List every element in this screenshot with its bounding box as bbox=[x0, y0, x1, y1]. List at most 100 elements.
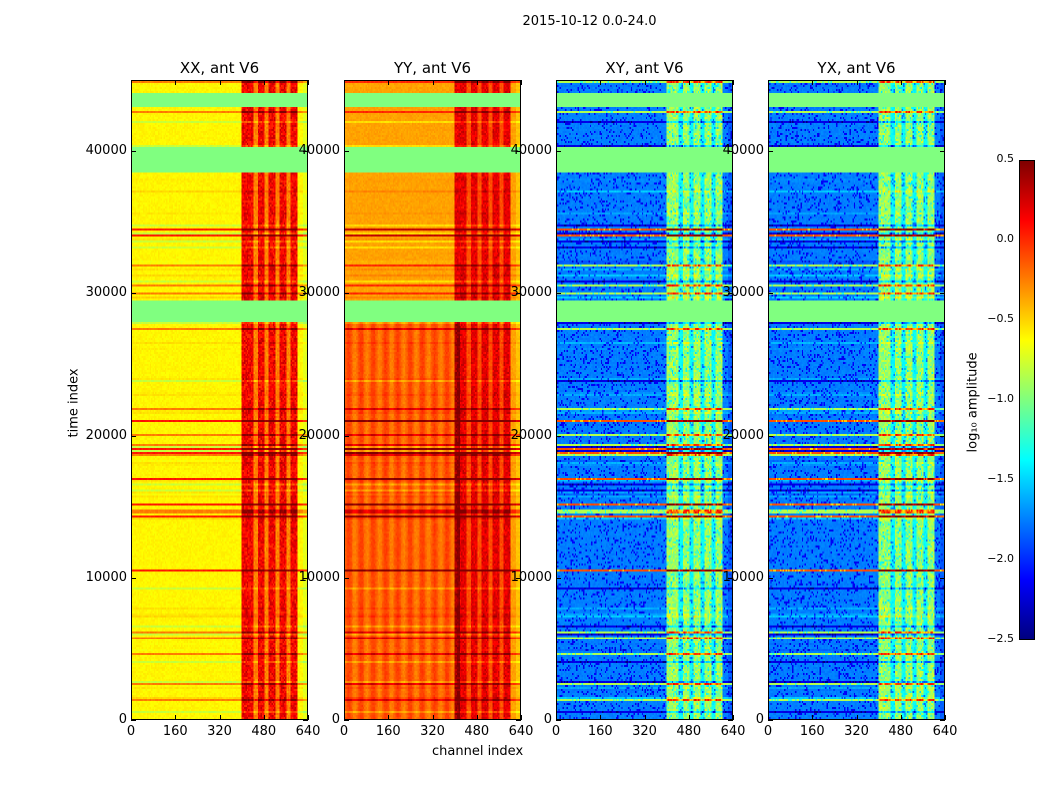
y-tick-label: 0 bbox=[331, 712, 340, 727]
colorbar-tick-label: −2.0 bbox=[987, 552, 1014, 565]
y-tick-mark bbox=[516, 435, 521, 437]
x-tick-label: 480 bbox=[676, 724, 702, 739]
x-tick-mark bbox=[688, 715, 690, 720]
y-tick-mark bbox=[556, 720, 561, 721]
y-tick-label: 40000 bbox=[298, 143, 340, 159]
x-tick-mark bbox=[600, 715, 602, 720]
x-tick-mark bbox=[432, 715, 434, 720]
x-tick-label: 480 bbox=[251, 724, 277, 739]
y-tick-mark bbox=[344, 151, 349, 153]
colorbar-tick-label: −0.5 bbox=[987, 312, 1014, 325]
x-tick-mark bbox=[856, 80, 858, 85]
figure-suptitle: 2015-10-12 0.0-24.0 bbox=[522, 14, 657, 29]
x-tick-label: 640 bbox=[508, 724, 534, 739]
colorbar-tick-label: −1.0 bbox=[987, 392, 1014, 405]
y-tick-mark bbox=[516, 577, 521, 579]
x-tick-mark bbox=[131, 715, 132, 720]
y-tick-mark bbox=[516, 720, 521, 721]
y-tick-mark bbox=[728, 577, 733, 579]
heatmap-image bbox=[557, 81, 732, 719]
colorbar-tick-label: 0.5 bbox=[996, 152, 1015, 165]
x-tick-mark bbox=[521, 715, 522, 720]
y-tick-label: 10000 bbox=[722, 569, 764, 585]
y-tick-mark bbox=[303, 577, 308, 579]
x-tick-mark bbox=[812, 715, 814, 720]
x-tick-label: 320 bbox=[632, 724, 657, 739]
y-tick-mark bbox=[556, 435, 561, 437]
x-tick-mark bbox=[644, 80, 646, 85]
x-tick-mark bbox=[344, 715, 345, 720]
heatmap-panel-2 bbox=[344, 80, 521, 720]
y-tick-mark bbox=[131, 293, 136, 295]
x-tick-mark bbox=[521, 80, 522, 85]
y-tick-mark bbox=[131, 577, 136, 579]
x-tick-label: 0 bbox=[763, 724, 773, 739]
x-tick-label: 160 bbox=[799, 724, 825, 739]
y-tick-mark bbox=[344, 435, 349, 437]
y-tick-label: 30000 bbox=[722, 285, 764, 301]
y-tick-mark bbox=[728, 435, 733, 437]
x-tick-mark bbox=[945, 715, 946, 720]
y-tick-mark bbox=[940, 435, 945, 437]
x-tick-mark bbox=[900, 80, 902, 85]
x-tick-mark bbox=[344, 80, 345, 85]
y-tick-mark bbox=[516, 151, 521, 153]
panel-title: YX, ant V6 bbox=[817, 59, 896, 77]
x-tick-mark bbox=[432, 80, 434, 85]
y-tick-label: 30000 bbox=[298, 285, 340, 301]
y-tick-label: 40000 bbox=[722, 143, 764, 159]
y-tick-label: 10000 bbox=[298, 569, 340, 585]
x-tick-label: 320 bbox=[207, 724, 232, 739]
x-tick-label: 0 bbox=[551, 724, 561, 739]
y-tick-mark bbox=[556, 151, 561, 153]
x-tick-mark bbox=[900, 715, 902, 720]
colorbar-tick-label: −1.5 bbox=[987, 472, 1014, 485]
y-tick-mark bbox=[728, 151, 733, 153]
x-tick-mark bbox=[768, 80, 769, 85]
x-tick-label: 160 bbox=[375, 724, 401, 739]
x-axis-label: channel index bbox=[432, 744, 524, 759]
x-tick-mark bbox=[556, 715, 557, 720]
y-tick-label: 0 bbox=[755, 712, 764, 727]
x-tick-mark bbox=[175, 715, 177, 720]
x-tick-mark bbox=[308, 715, 309, 720]
y-tick-mark bbox=[131, 435, 136, 437]
x-tick-mark bbox=[812, 80, 814, 85]
y-tick-mark bbox=[303, 151, 308, 153]
colorbar-tick-label: 0.0 bbox=[996, 232, 1015, 245]
y-tick-mark bbox=[556, 293, 561, 295]
y-tick-label: 0 bbox=[543, 712, 552, 727]
x-tick-label: 160 bbox=[162, 724, 188, 739]
colorbar bbox=[1019, 160, 1035, 640]
y-tick-mark bbox=[768, 720, 773, 721]
x-tick-mark bbox=[388, 80, 390, 85]
y-tick-mark bbox=[768, 151, 773, 153]
heatmap-image bbox=[132, 81, 307, 719]
x-tick-mark bbox=[733, 715, 734, 720]
x-tick-mark bbox=[175, 80, 177, 85]
x-tick-label: 0 bbox=[126, 724, 136, 739]
x-tick-mark bbox=[733, 80, 734, 85]
heatmap-image bbox=[769, 81, 944, 719]
y-tick-mark bbox=[344, 577, 349, 579]
x-tick-label: 320 bbox=[420, 724, 445, 739]
y-tick-mark bbox=[940, 293, 945, 295]
y-tick-mark bbox=[131, 720, 136, 721]
y-tick-mark bbox=[303, 293, 308, 295]
heatmap-panel-4 bbox=[768, 80, 945, 720]
x-tick-mark bbox=[945, 80, 946, 85]
x-tick-mark bbox=[556, 80, 557, 85]
x-tick-label: 160 bbox=[587, 724, 613, 739]
x-tick-mark bbox=[768, 715, 769, 720]
x-tick-label: 640 bbox=[720, 724, 746, 739]
y-tick-label: 40000 bbox=[510, 143, 552, 159]
y-tick-label: 30000 bbox=[510, 285, 552, 301]
x-tick-label: 480 bbox=[888, 724, 914, 739]
y-tick-mark bbox=[303, 720, 308, 721]
y-tick-mark bbox=[131, 151, 136, 153]
x-tick-mark bbox=[644, 715, 646, 720]
y-tick-mark bbox=[303, 435, 308, 437]
x-tick-mark bbox=[263, 80, 265, 85]
y-tick-label: 40000 bbox=[85, 143, 127, 159]
